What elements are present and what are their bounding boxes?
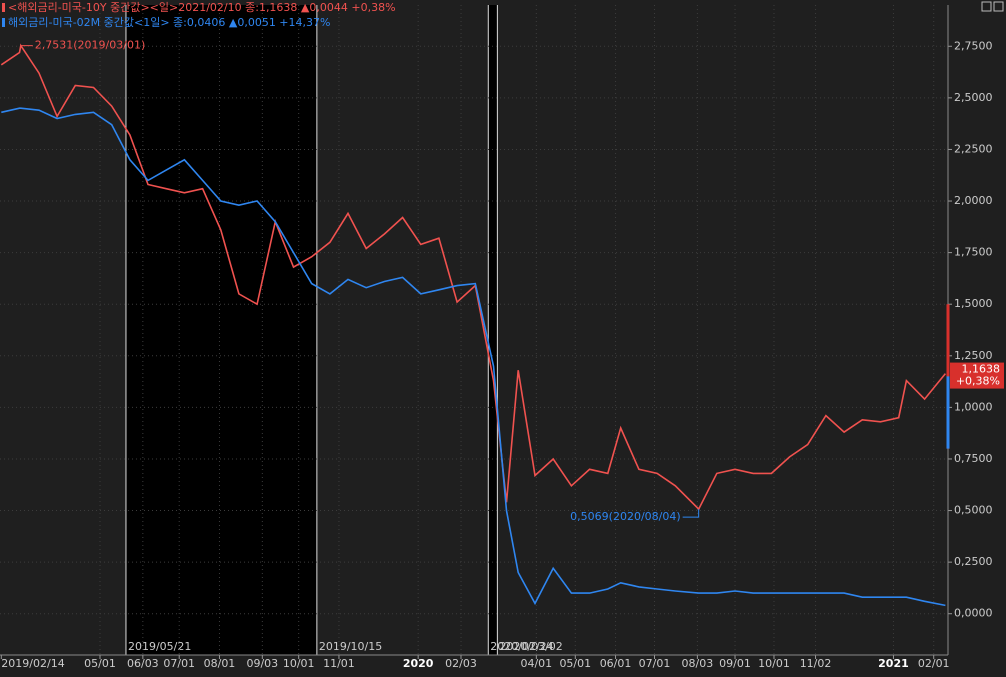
y-tick-label: 0,2500 [954, 555, 993, 568]
x-tick-label: 11/02 [800, 657, 832, 670]
x-tick-label: 09/03 [246, 657, 278, 670]
restore-button[interactable] [981, 1, 992, 12]
x-tick-label: 04/01 [520, 657, 552, 670]
series-line [1, 107, 946, 607]
x-tick-label: 2020 [403, 657, 434, 670]
x-tick-label: 09/01 [719, 657, 751, 670]
legend-text: 해외금리-미국-02M 중간값<1일> 종:0,0406 ▲0,0051 +14… [8, 15, 330, 29]
x-tick-label: 02/01 [918, 657, 950, 670]
annotation: 2,7531(2019/03/01) [35, 39, 145, 52]
x-tick-label: 10/01 [283, 657, 315, 670]
marker-label: 2019/10/15 [319, 640, 382, 653]
x-tick-label: 06/01 [600, 657, 632, 670]
y-tick-label: 1,5000 [954, 297, 993, 310]
shaded-period [488, 5, 498, 655]
close-button[interactable] [993, 1, 1004, 12]
last-value-tag [950, 362, 1004, 389]
x-tick-label: 07/01 [163, 657, 195, 670]
x-tick-label: 05/01 [84, 657, 116, 670]
x-tick-label: 2019/02/14 [1, 657, 64, 670]
marker-label: 2020/02/24 [490, 640, 553, 653]
y-tick-label: 1,7500 [954, 246, 993, 259]
y-tick-label: 2,0000 [954, 194, 993, 207]
shaded-period [125, 5, 317, 655]
x-tick-label: 08/01 [204, 657, 236, 670]
window-buttons [981, 1, 1004, 12]
x-tick-label: 2021 [878, 657, 909, 670]
marker-label: 2019/05/21 [128, 640, 191, 653]
x-tick-label: 05/01 [559, 657, 591, 670]
legend-swatch [2, 3, 5, 12]
x-tick-label: 06/03 [127, 657, 159, 670]
x-tick-label: 11/01 [323, 657, 355, 670]
y-tick-label: 0,5000 [954, 504, 993, 517]
y-tick-label: 2,2500 [954, 142, 993, 155]
y-tick-label: 2,7500 [954, 39, 993, 52]
annotation: 0,5069(2020/08/04) [570, 510, 680, 523]
y-tick-label: 1,0000 [954, 400, 993, 413]
x-tick-label: 08/03 [682, 657, 714, 670]
legend-swatch [2, 18, 5, 27]
x-tick-label: 02/03 [445, 657, 477, 670]
x-tick-label: 10/01 [758, 657, 790, 670]
x-tick-label: 07/01 [639, 657, 671, 670]
marker-label: 2020/03/02 [499, 640, 562, 653]
last-value: 1,1638 [962, 363, 1001, 376]
y-tick-label: 1,2500 [954, 349, 993, 362]
last-change: +0,38% [956, 375, 1000, 388]
y-tick-label: 2,5000 [954, 91, 993, 104]
legend-text: <해외금리-미국-10Y 중간값><일>2021/02/10 종:1,1638 … [8, 0, 396, 14]
y-tick-label: 0,0000 [954, 607, 993, 620]
y-tick-label: 0,7500 [954, 452, 993, 465]
annotation-leader [682, 509, 700, 518]
